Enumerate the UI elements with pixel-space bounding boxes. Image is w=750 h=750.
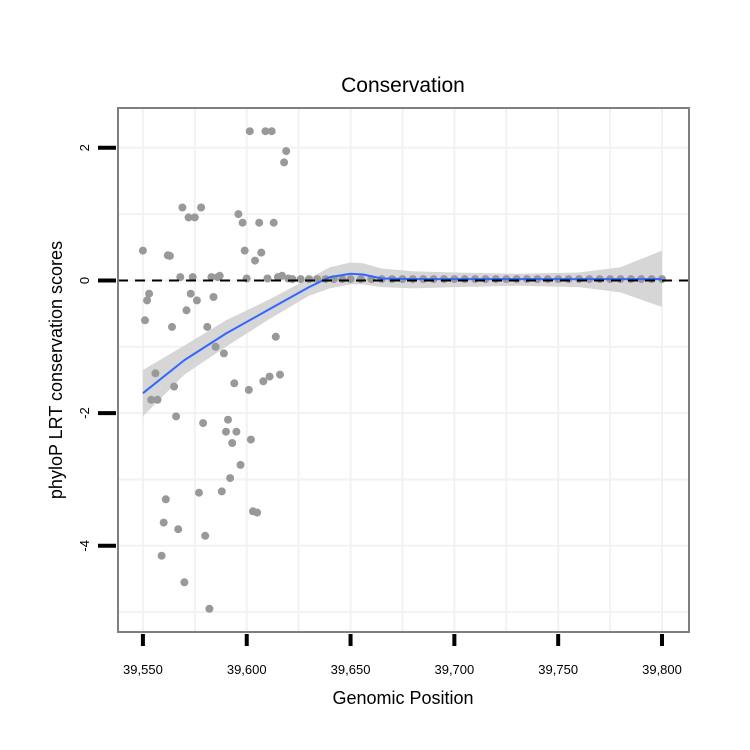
data-point (230, 379, 239, 388)
data-point (184, 213, 193, 222)
data-point (199, 419, 208, 428)
data-point (153, 395, 162, 404)
data-point (267, 127, 276, 136)
data-point (228, 439, 237, 447)
x-axis: 39,550 39,600 39,650 39,700 39,750 39,800 (123, 634, 682, 677)
data-point (145, 289, 154, 298)
data-point (226, 474, 235, 483)
data-point (207, 273, 216, 282)
y-axis-label: phyloP LRT conservation scores (46, 241, 66, 499)
y-tick-label: -2 (77, 407, 92, 419)
data-point (280, 158, 289, 167)
smooth-line-layer (142, 272, 662, 394)
data-point (236, 460, 245, 469)
data-point (251, 256, 259, 265)
data-point (170, 382, 179, 391)
y-tick-label: 0 (77, 277, 92, 284)
data-point (217, 487, 226, 496)
data-point (305, 275, 313, 284)
data-point (257, 248, 266, 257)
data-point (346, 275, 355, 284)
data-point (151, 369, 160, 378)
data-point (172, 412, 181, 421)
plot-panel-border (117, 107, 690, 633)
data-point (168, 322, 176, 331)
data-point (176, 273, 185, 282)
data-point (182, 306, 191, 315)
y-tick-label: -4 (77, 540, 92, 552)
data-point (222, 427, 230, 436)
data-point (246, 435, 255, 444)
data-point (276, 370, 284, 379)
y-tick-label: 2 (77, 144, 92, 151)
x-axis-label: Genomic Position (332, 688, 473, 708)
x-tick-label: 39,650 (331, 662, 371, 677)
data-point (186, 289, 195, 298)
data-point (215, 271, 224, 280)
data-point (205, 604, 214, 613)
data-point (174, 525, 183, 534)
confidence-ribbon (142, 250, 662, 417)
data-point (356, 275, 365, 284)
data-point (192, 296, 201, 305)
data-point (240, 246, 249, 255)
data-point (296, 275, 305, 284)
data-point (265, 372, 274, 381)
data-point (269, 218, 278, 227)
x-tick-label: 39,550 (123, 662, 163, 677)
x-tick-label: 39,600 (227, 662, 267, 677)
data-point (234, 210, 243, 219)
data-point (238, 218, 247, 227)
x-tick-label: 39,750 (538, 662, 578, 677)
gridlines (118, 108, 689, 632)
data-point (253, 508, 262, 517)
data-point (203, 322, 212, 331)
data-point (161, 495, 170, 504)
data-point (195, 488, 203, 497)
data-point (138, 246, 147, 255)
data-point (263, 274, 272, 283)
data-point (180, 578, 189, 587)
data-point (278, 271, 286, 280)
data-point (190, 213, 199, 222)
data-point (261, 127, 270, 136)
confidence-ribbon-layer (142, 250, 662, 417)
data-point (232, 427, 241, 436)
data-point (178, 203, 187, 212)
data-point (197, 203, 206, 212)
data-point (259, 377, 268, 386)
data-point (255, 218, 264, 227)
chart-title: Conservation (341, 74, 465, 97)
data-point (147, 395, 156, 404)
data-point (288, 275, 297, 284)
data-point (201, 531, 210, 540)
data-point (159, 518, 168, 527)
data-point (143, 296, 152, 305)
data-point (244, 385, 253, 394)
smooth-fit-line (142, 272, 662, 394)
data-point (211, 342, 220, 351)
data-point (245, 127, 254, 136)
x-tick-label: 39,800 (642, 662, 682, 677)
data-point (141, 316, 149, 325)
y-axis: -4 -2 0 2 (77, 144, 116, 552)
data-point (271, 332, 280, 341)
data-point (157, 551, 166, 560)
data-point (209, 293, 218, 301)
data-point (219, 349, 228, 358)
data-point (188, 273, 197, 282)
data-point (282, 147, 291, 156)
data-point (224, 415, 232, 424)
x-tick-label: 39,700 (434, 662, 474, 677)
data-point (165, 251, 174, 260)
